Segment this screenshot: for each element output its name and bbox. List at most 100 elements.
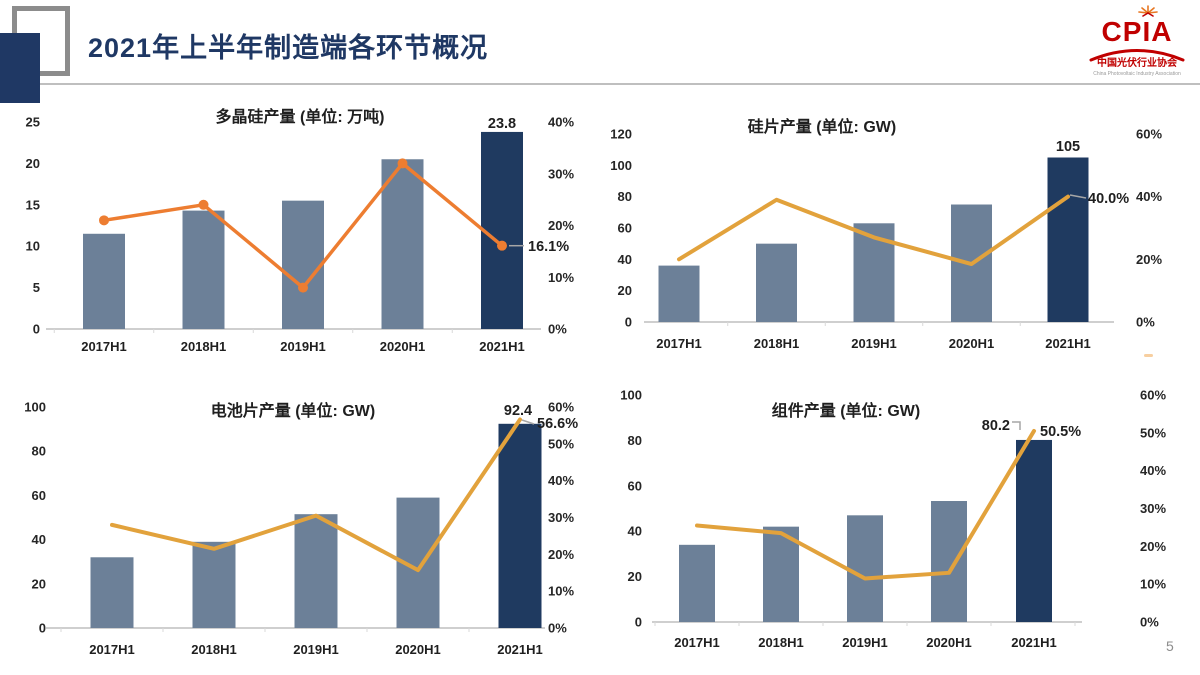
- right-axis-tick-label: 30%: [548, 510, 574, 525]
- right-axis-tick-label: 30%: [548, 166, 574, 181]
- category-label: 2017H1: [81, 339, 127, 354]
- cpia-logo: CPIA 中国光伏行业协会 China Photovoltaic Industr…: [1085, 4, 1190, 78]
- category-label: 2020H1: [949, 336, 995, 351]
- growth-rate-line: [695, 428, 1036, 581]
- line-marker: [497, 240, 507, 251]
- left-axis-tick-label: 20: [26, 156, 40, 171]
- chart-title: 硅片产量 (单位: GW): [748, 117, 896, 136]
- left-axis-tick-label: 25: [26, 115, 40, 130]
- left-axis-tick-label: 100: [620, 388, 642, 403]
- left-axis-tick-label: 80: [32, 444, 46, 459]
- growth-rate-line: [677, 194, 1070, 267]
- bar-2017H1: [658, 265, 700, 322]
- cpia-logo-graphic: CPIA 中国光伏行业协会 China Photovoltaic Industr…: [1089, 5, 1185, 77]
- category-label: 2021H1: [1011, 635, 1057, 650]
- page-number: 5: [1166, 638, 1174, 654]
- left-axis-tick-label: 100: [610, 158, 632, 173]
- line-value-label: 40.0%: [1088, 191, 1129, 207]
- category-label: 2020H1: [926, 635, 972, 650]
- line-value-label: 50.5%: [1040, 424, 1081, 440]
- right-axis-tick-label: 20%: [548, 547, 574, 562]
- bar-2017H1: [83, 233, 125, 329]
- right-axis-tick-label: 50%: [548, 436, 574, 451]
- category-label: 2019H1: [842, 635, 888, 650]
- logo-name-en: China Photovoltaic Industry Association: [1093, 71, 1181, 77]
- label-leader-line: [1069, 194, 1087, 199]
- right-axis-tick-label: 40%: [1140, 463, 1166, 478]
- category-label: 2021H1: [479, 339, 525, 354]
- right-axis-tick-label: 0%: [1136, 315, 1155, 330]
- right-axis-tick-label: 10%: [548, 584, 574, 599]
- bar-2020H1: [381, 159, 424, 329]
- category-label: 2018H1: [181, 339, 227, 354]
- left-axis-tick-label: 20: [618, 283, 632, 298]
- right-axis-tick-label: 50%: [1140, 425, 1166, 440]
- bar-2017H1: [90, 557, 134, 628]
- line-value-label: 56.6%: [537, 416, 578, 432]
- chart-polysilicon-output: 多晶硅产量 (单位: 万吨) 25 20 15 10 5 0 40% 30% 20% 10% 0% 20…: [26, 107, 575, 354]
- line-marker: [397, 158, 408, 169]
- right-axis-tick-label: 0%: [548, 322, 567, 337]
- bar-2019H1: [847, 515, 883, 622]
- bar-2021H1: [498, 423, 542, 628]
- bar-2019H1: [294, 514, 338, 628]
- bar-2019H1: [282, 200, 324, 329]
- right-axis-tick-label: 20%: [1140, 539, 1166, 554]
- bar-2021H1: [1047, 157, 1089, 322]
- label-leader-line: [521, 419, 535, 425]
- category-label: 2017H1: [89, 642, 135, 657]
- left-axis-tick-label: 80: [618, 189, 632, 204]
- category-label: 2020H1: [380, 339, 426, 354]
- title-decoration-navy-square: [0, 33, 40, 103]
- chart-title: 电池片产量 (单位: GW): [211, 401, 375, 420]
- logo-swoosh: [1089, 49, 1185, 62]
- line-marker: [99, 215, 109, 226]
- category-label: 2021H1: [1045, 336, 1091, 351]
- category-label: 2017H1: [674, 635, 720, 650]
- right-axis-tick-label: 10%: [1140, 577, 1166, 592]
- right-axis-tick-label: 10%: [548, 270, 574, 285]
- bar-value-label: 105: [1056, 139, 1080, 155]
- chart-cell-output: 电池片产量 (单位: GW) 100 80 60 40 20 0 60% 50% 40% 30% 20…: [24, 400, 578, 658]
- left-axis-tick-label: 0: [635, 615, 642, 630]
- category-label: 2018H1: [754, 336, 800, 351]
- left-axis-tick-label: 5: [33, 280, 40, 295]
- left-axis-tick-label: 20: [32, 576, 46, 591]
- bar-2017H1: [679, 544, 715, 622]
- right-axis-tick-label: 60%: [548, 400, 574, 415]
- left-axis-tick-label: 40: [618, 252, 632, 267]
- right-axis-tick-label: 40%: [1136, 189, 1162, 204]
- left-axis-tick-label: 40: [628, 524, 642, 539]
- left-axis-tick-label: 15: [26, 197, 40, 212]
- line-value-label: 16.1%: [528, 239, 569, 255]
- bar-2018H1: [192, 541, 236, 628]
- logo-name-cn: 中国光伏行业协会: [1097, 56, 1177, 69]
- bar-value-label: 80.2: [982, 418, 1010, 434]
- left-axis-tick-label: 0: [625, 315, 632, 330]
- left-axis-tick-label: 80: [628, 433, 642, 448]
- sunburst-icon: [1138, 5, 1158, 17]
- category-label: 2018H1: [191, 642, 237, 657]
- chart-module-output: 组件产量 (单位: GW) 100 80 60 40 20 0 60% 50% 40% 30% 20%…: [620, 388, 1166, 651]
- category-label: 2019H1: [293, 642, 339, 657]
- left-axis-tick-label: 40: [32, 532, 46, 547]
- left-axis-tick-label: 0: [33, 322, 40, 337]
- right-axis-tick-label: 30%: [1140, 501, 1166, 516]
- line-marker: [298, 282, 308, 293]
- bar-2018H1: [756, 243, 797, 322]
- page-title: 2021年上半年制造端各环节概况: [88, 33, 489, 63]
- left-axis-tick-label: 100: [24, 400, 46, 415]
- category-label: 2018H1: [758, 635, 804, 650]
- line-marker: [198, 199, 209, 210]
- left-axis-tick-label: 120: [610, 127, 632, 142]
- chart-title: 多晶硅产量 (单位: 万吨): [216, 107, 385, 126]
- category-label: 2019H1: [280, 339, 326, 354]
- right-axis-tick-label: 60%: [1136, 127, 1162, 142]
- label-leader-line: [1012, 421, 1021, 430]
- bar-2018H1: [763, 526, 799, 622]
- right-axis-tick-label: 0%: [548, 621, 567, 636]
- chart-title: 组件产量 (单位: GW): [772, 401, 920, 420]
- bar-value-label: 92.4: [504, 403, 532, 419]
- logo-acronym: CPIA: [1102, 16, 1173, 47]
